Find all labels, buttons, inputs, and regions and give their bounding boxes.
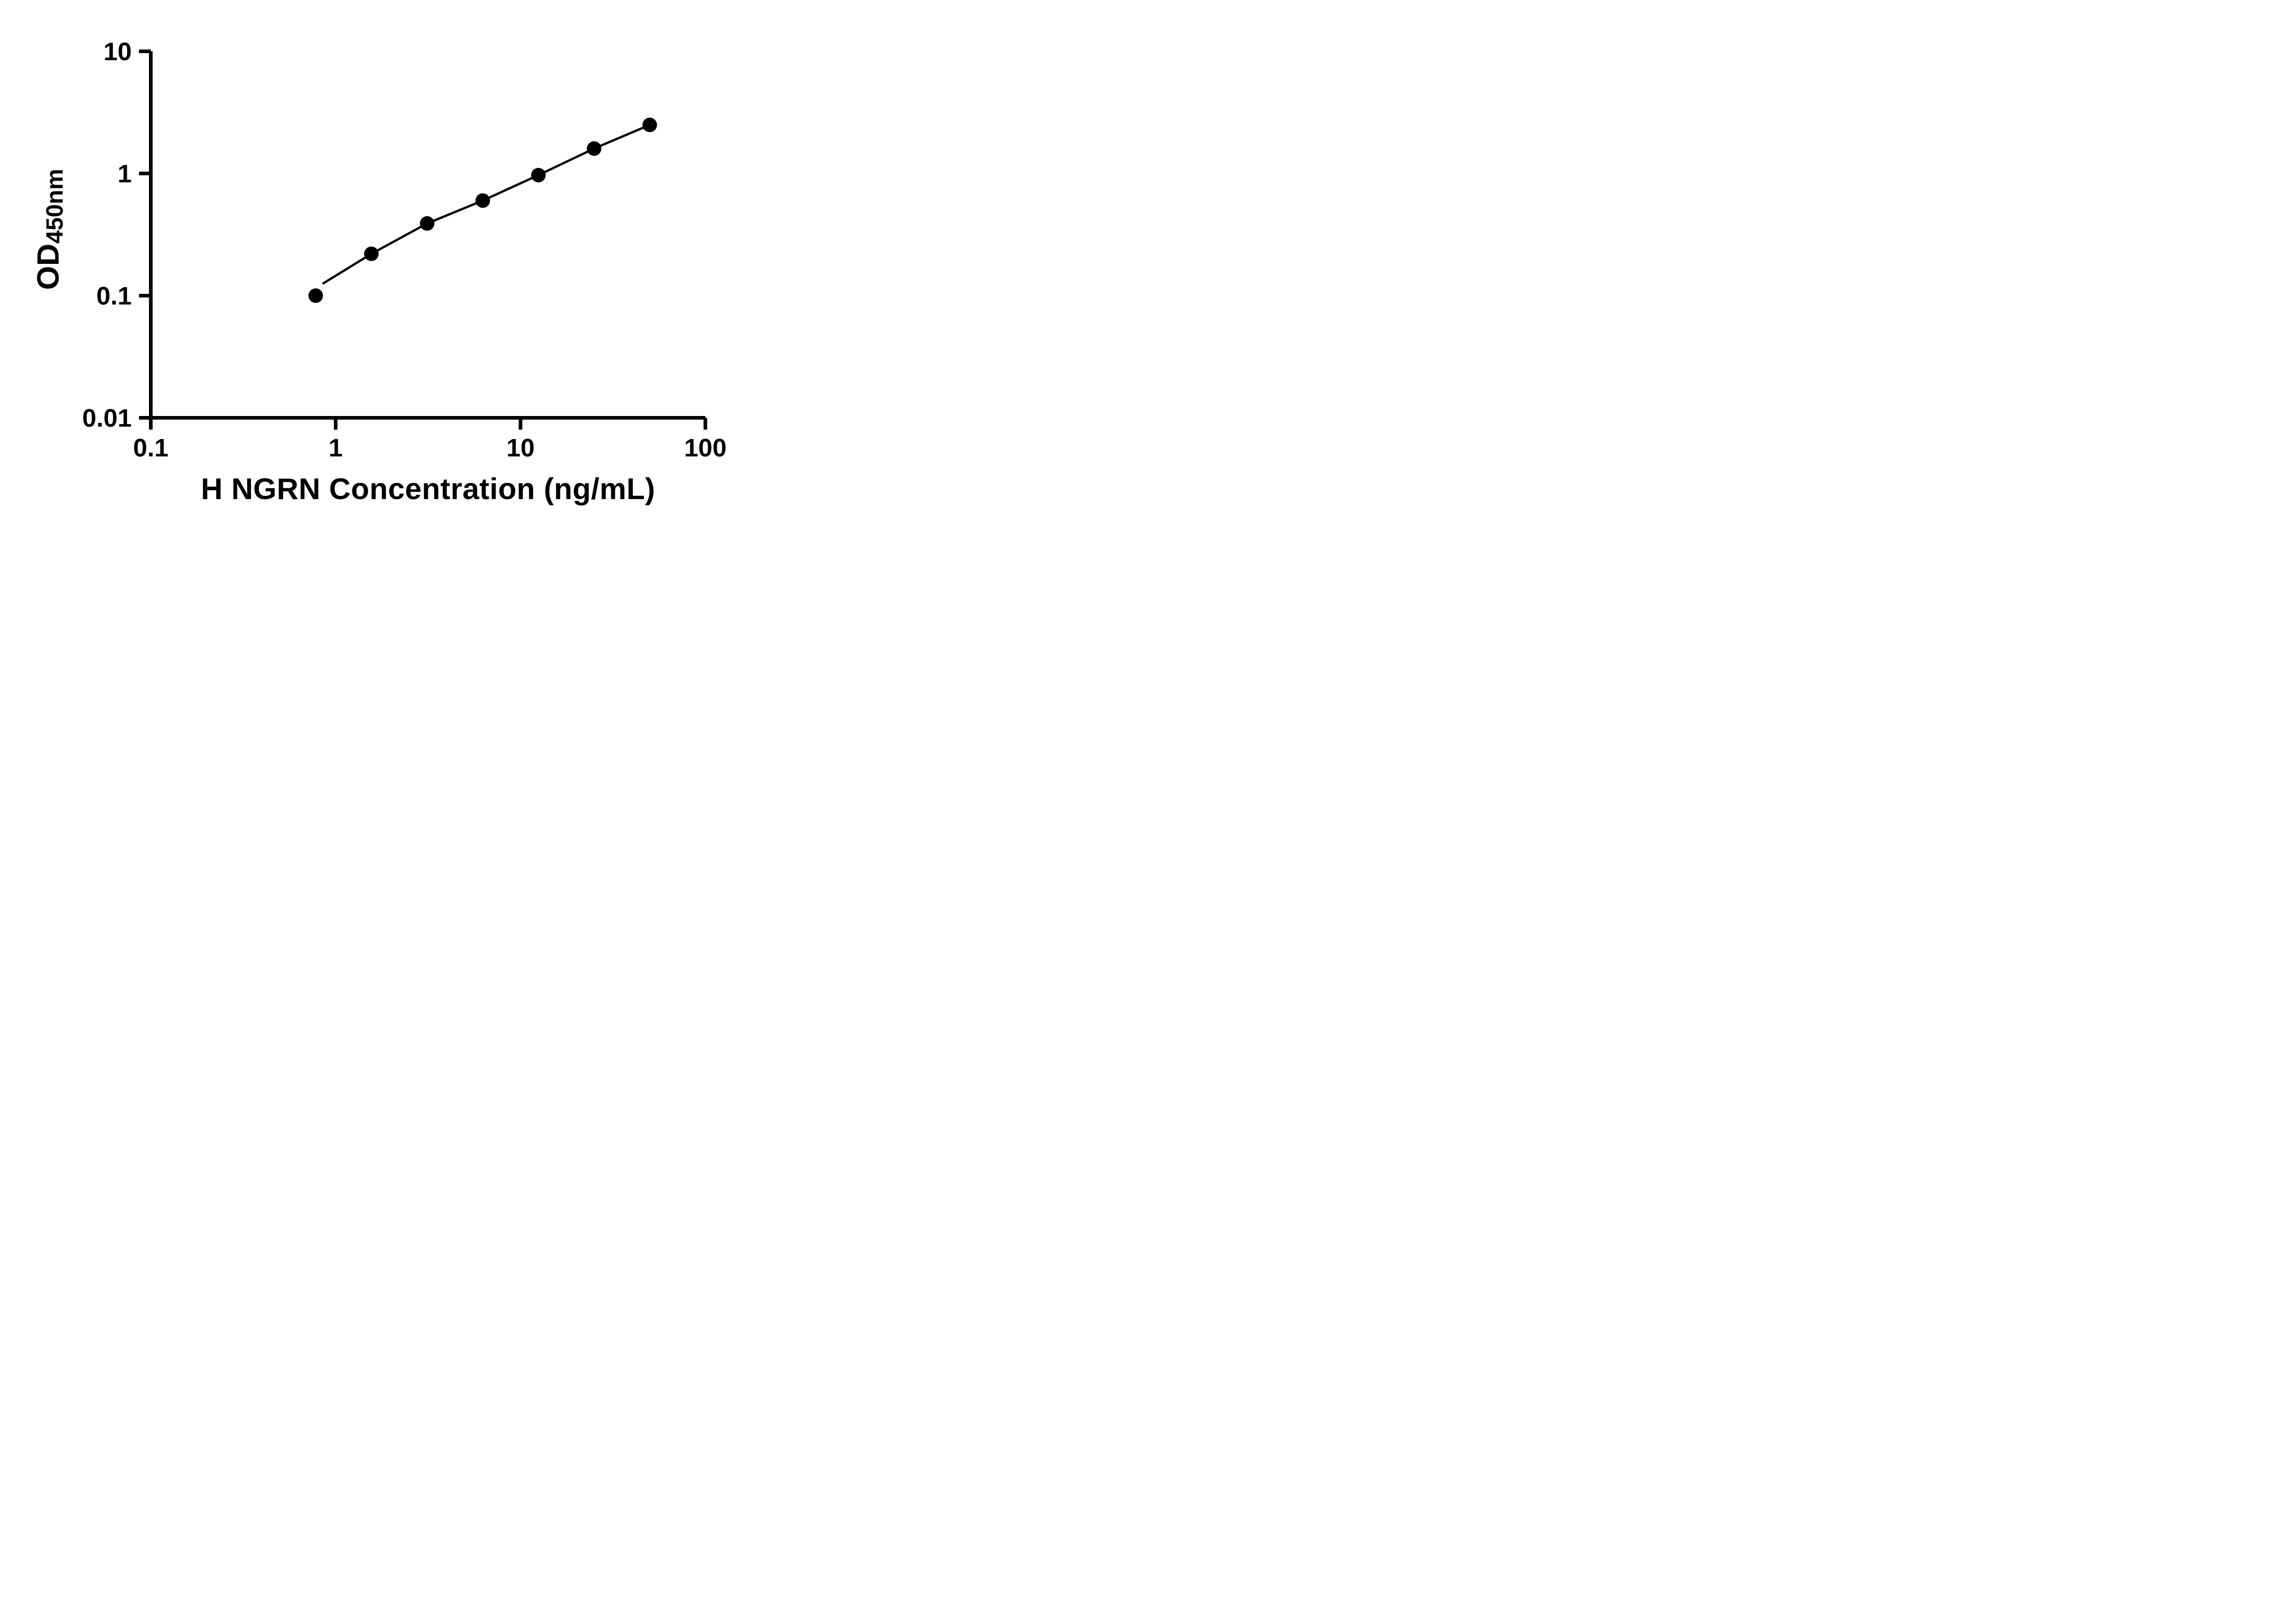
elisa-standard-curve-chart: 10 1 0.1 0.01 0.1 1 10 100 OD450nm H NGRN Conce… (0, 0, 777, 541)
y-axis-title: OD450nm (30, 168, 69, 290)
data-point (420, 216, 435, 231)
data-point (308, 288, 323, 303)
x-axis-title: H NGRN Concentration (ng/mL) (201, 472, 655, 505)
x-tick-label: 0.1 (133, 433, 169, 462)
y-axis-title-main: OD (31, 243, 65, 290)
data-point (475, 193, 490, 208)
y-tick-label: 0.01 (82, 404, 132, 432)
data-point (531, 168, 546, 183)
data-point (364, 246, 379, 261)
x-tick-label: 10 (506, 433, 535, 462)
data-point (587, 141, 601, 156)
x-tick-label: 1 (328, 433, 342, 462)
y-tick-label: 0.1 (96, 282, 132, 310)
y-tick-label: 10 (104, 37, 132, 66)
y-tick-label: 1 (118, 159, 132, 188)
data-point (642, 118, 657, 132)
y-axis-title-subscript: 450nm (42, 168, 69, 244)
x-tick-label: 100 (684, 433, 726, 462)
